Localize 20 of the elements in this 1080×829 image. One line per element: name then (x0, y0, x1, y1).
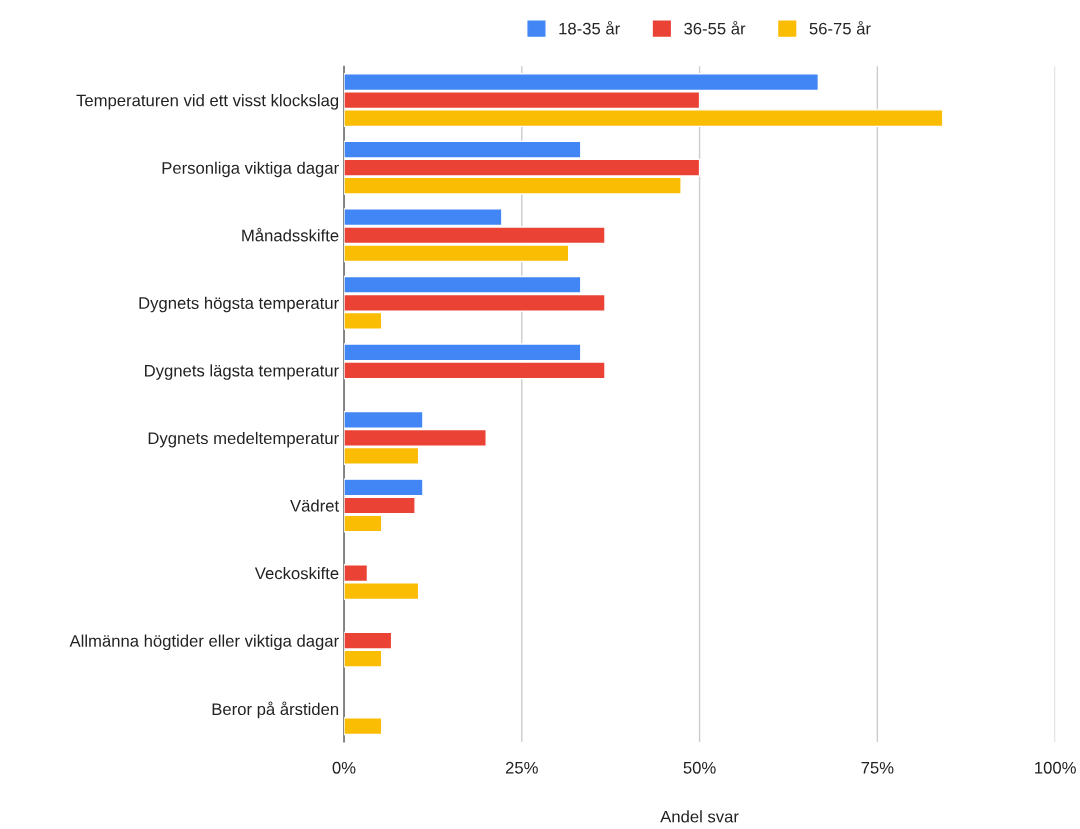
x-tick-label: 75% (861, 761, 894, 774)
y-tick-label: Dygnets högsta temperatur (139, 296, 339, 313)
x-tick-label: 0% (332, 761, 356, 774)
x-tick-label: 50% (683, 761, 716, 774)
y-tick-label: Temperaturen vid ett visst klockslag (76, 94, 339, 110)
y-tick-label: Allmänna högtider eller viktiga dagar (69, 634, 339, 651)
y-tick-label: Dygnets medeltemperatur (148, 431, 339, 448)
y-tick-label: Månadsskifte (242, 227, 339, 242)
y-tick-label: Vädret (290, 499, 339, 512)
bar (343, 717, 383, 736)
x-axis-title: Andel svar (660, 810, 739, 823)
y-tick-label: Dygnets lägsta temperatur (145, 364, 339, 380)
y-tick-label: Personliga viktiga dagar (162, 161, 339, 178)
x-tick-label: 100% (1035, 761, 1076, 774)
y-tick-label: Veckoskifte (254, 567, 339, 580)
x-tick-label: 25% (505, 761, 538, 774)
legend-label: 18-35 år (559, 20, 620, 35)
y-tick-label: Beror på årstiden (212, 701, 339, 719)
legend-label: 56-75 år (809, 20, 871, 35)
legend-label: 36-55 år (684, 20, 746, 35)
